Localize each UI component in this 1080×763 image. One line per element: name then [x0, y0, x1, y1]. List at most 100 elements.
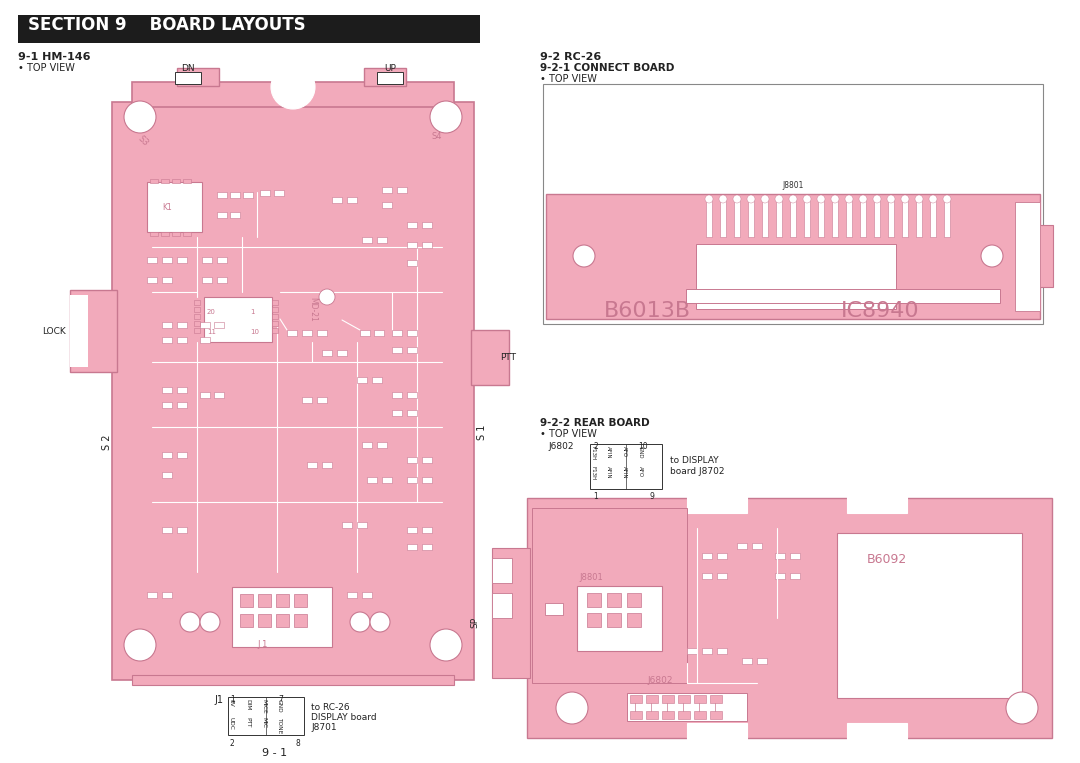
Text: MIC: MIC: [261, 717, 266, 728]
Text: J8701: J8701: [311, 723, 337, 732]
Text: J1: J1: [214, 695, 222, 705]
Circle shape: [573, 245, 595, 267]
Bar: [183, 232, 191, 236]
Text: B6092: B6092: [867, 553, 907, 566]
Bar: [407, 457, 417, 463]
Circle shape: [200, 612, 220, 632]
Text: S 1: S 1: [477, 425, 487, 440]
Bar: [832, 199, 838, 237]
Bar: [377, 442, 387, 448]
Text: K1: K1: [162, 202, 172, 211]
Text: 2: 2: [593, 442, 597, 451]
Text: S 2: S 2: [102, 434, 112, 450]
Bar: [392, 392, 402, 398]
Bar: [407, 544, 417, 550]
Bar: [377, 237, 387, 243]
Bar: [347, 197, 357, 203]
Bar: [397, 187, 407, 193]
Text: LOCK: LOCK: [42, 327, 66, 336]
Bar: [70, 295, 87, 367]
Circle shape: [747, 195, 755, 203]
Circle shape: [816, 195, 825, 203]
Bar: [1015, 202, 1040, 311]
Bar: [322, 350, 332, 356]
Bar: [694, 695, 706, 703]
Bar: [162, 257, 172, 263]
Text: GND: GND: [276, 699, 282, 713]
Bar: [204, 297, 272, 342]
Bar: [272, 321, 278, 326]
Bar: [1035, 225, 1053, 287]
Bar: [471, 330, 509, 385]
Bar: [407, 330, 417, 336]
Bar: [150, 232, 158, 236]
Bar: [577, 586, 662, 651]
Text: S3: S3: [136, 134, 149, 148]
Circle shape: [370, 612, 390, 632]
Circle shape: [859, 195, 867, 203]
Text: 1: 1: [230, 695, 234, 704]
Bar: [177, 387, 187, 393]
Circle shape: [430, 101, 462, 133]
Bar: [347, 592, 357, 598]
Bar: [194, 321, 200, 326]
Text: 10: 10: [249, 329, 259, 335]
Bar: [775, 573, 785, 579]
Bar: [392, 410, 402, 416]
Bar: [588, 613, 600, 627]
Bar: [696, 244, 896, 309]
Bar: [789, 573, 800, 579]
Bar: [888, 199, 894, 237]
Text: SP: SP: [471, 617, 480, 628]
Bar: [276, 614, 289, 627]
Bar: [777, 199, 782, 237]
Circle shape: [789, 195, 797, 203]
Text: PTT: PTT: [245, 717, 249, 727]
Bar: [217, 212, 227, 218]
Bar: [132, 675, 454, 685]
Bar: [546, 194, 1040, 319]
Bar: [200, 392, 210, 398]
Text: 11: 11: [207, 329, 216, 335]
Bar: [322, 462, 332, 468]
Circle shape: [180, 612, 200, 632]
Bar: [407, 260, 417, 266]
Circle shape: [845, 195, 853, 203]
Circle shape: [271, 65, 315, 109]
Bar: [162, 322, 172, 328]
Text: UDC: UDC: [229, 717, 234, 730]
Text: TONE: TONE: [276, 717, 282, 733]
Text: AFIN: AFIN: [606, 466, 611, 478]
Bar: [276, 594, 289, 607]
Text: J6802: J6802: [548, 442, 573, 451]
Bar: [162, 527, 172, 533]
Bar: [686, 289, 1000, 303]
Circle shape: [124, 101, 156, 133]
Bar: [717, 553, 727, 559]
Bar: [710, 711, 723, 719]
Bar: [342, 522, 352, 528]
Bar: [847, 493, 907, 513]
Bar: [662, 695, 674, 703]
Bar: [630, 695, 642, 703]
Bar: [274, 190, 284, 196]
Bar: [422, 457, 432, 463]
Bar: [392, 330, 402, 336]
Bar: [818, 199, 824, 237]
Bar: [847, 723, 907, 743]
Text: 20: 20: [207, 309, 216, 315]
Bar: [302, 330, 312, 336]
Text: SECTION 9    BOARD LAYOUTS: SECTION 9 BOARD LAYOUTS: [28, 16, 306, 34]
Bar: [162, 472, 172, 478]
Bar: [132, 82, 454, 107]
Bar: [804, 199, 810, 237]
Text: S4: S4: [432, 132, 443, 141]
Bar: [162, 337, 172, 343]
Bar: [846, 199, 852, 237]
Bar: [762, 199, 768, 237]
Bar: [202, 257, 212, 263]
Bar: [630, 711, 642, 719]
Text: IC8940: IC8940: [841, 301, 920, 321]
Bar: [147, 592, 157, 598]
Circle shape: [556, 692, 588, 724]
